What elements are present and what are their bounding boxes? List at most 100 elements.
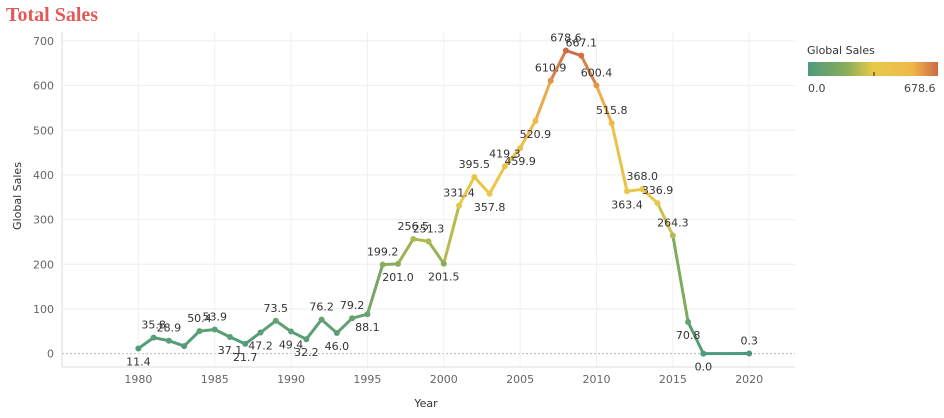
data-label: 0.0 xyxy=(695,361,713,374)
data-point[interactable] xyxy=(242,340,249,347)
data-label: 199.2 xyxy=(367,246,399,259)
data-label: 600.4 xyxy=(581,66,613,79)
data-point[interactable] xyxy=(150,334,157,341)
data-label: 11.4 xyxy=(126,356,151,369)
data-point[interactable] xyxy=(685,318,692,325)
data-label: 70.8 xyxy=(676,329,701,342)
x-tick-label: 1990 xyxy=(277,373,305,386)
data-label: 264.3 xyxy=(657,217,689,230)
line-segment xyxy=(488,164,507,196)
data-point[interactable] xyxy=(624,188,631,195)
data-point[interactable] xyxy=(517,145,524,152)
data-label: 251.3 xyxy=(413,222,445,235)
data-point[interactable] xyxy=(654,200,661,207)
data-label: 331.4 xyxy=(443,187,475,200)
gridlines xyxy=(61,32,795,368)
data-label: 201.0 xyxy=(382,271,414,284)
data-point[interactable] xyxy=(394,260,401,267)
y-tick-label: 600 xyxy=(33,80,54,93)
data-point[interactable] xyxy=(425,238,432,245)
data-point[interactable] xyxy=(746,350,753,357)
line-segment xyxy=(243,331,263,346)
data-label: 73.5 xyxy=(264,302,289,315)
data-point[interactable] xyxy=(669,232,676,239)
data-label: 667.1 xyxy=(565,37,597,50)
data-point[interactable] xyxy=(410,236,417,243)
data-label: 201.5 xyxy=(428,271,460,284)
line-segment xyxy=(182,329,201,348)
data-point[interactable] xyxy=(562,47,569,54)
data-point[interactable] xyxy=(547,77,554,84)
x-tick-label: 2010 xyxy=(582,373,610,386)
data-point[interactable] xyxy=(303,336,310,343)
x-axis-ticks: 1980 1985 1990 1995 2000 2005 2010 2015 2020 xyxy=(124,373,763,386)
data-point[interactable] xyxy=(471,173,478,180)
line-segment xyxy=(686,320,705,356)
line-segment xyxy=(136,336,156,351)
data-point[interactable] xyxy=(288,328,295,335)
data-point[interactable] xyxy=(486,190,493,197)
data-point[interactable] xyxy=(593,82,600,89)
x-axis-label: Year xyxy=(413,397,438,410)
data-points xyxy=(135,47,753,357)
data-label: 368.0 xyxy=(627,170,659,183)
data-label: 515.8 xyxy=(596,104,628,117)
data-point[interactable] xyxy=(181,343,188,350)
data-label: 76.2 xyxy=(309,301,334,314)
legend-title: Global Sales xyxy=(807,44,875,57)
data-point[interactable] xyxy=(165,337,172,344)
x-tick-label: 1995 xyxy=(353,373,381,386)
data-point[interactable] xyxy=(456,202,463,209)
data-label: 395.5 xyxy=(459,158,491,171)
data-point[interactable] xyxy=(226,334,233,341)
data-label: 256.5 xyxy=(397,220,429,233)
data-label: 459.9 xyxy=(504,155,536,168)
data-point[interactable] xyxy=(639,186,646,193)
line-segment xyxy=(579,54,598,87)
chart-title: Total Sales xyxy=(6,4,99,26)
data-point[interactable] xyxy=(272,317,279,324)
y-tick-label: 200 xyxy=(33,258,54,271)
data-point[interactable] xyxy=(379,261,386,268)
data-label: 357.8 xyxy=(474,201,506,214)
data-label: 35.8 xyxy=(141,319,166,332)
data-label: 419.3 xyxy=(489,147,521,160)
line-segment xyxy=(304,318,324,341)
line-segment xyxy=(472,175,492,196)
data-point[interactable] xyxy=(578,52,585,59)
legend-min-label: 0.0 xyxy=(808,82,826,95)
line-segment xyxy=(656,201,675,238)
y-tick-label: 300 xyxy=(33,214,54,227)
data-point[interactable] xyxy=(501,163,508,170)
y-tick-label: 500 xyxy=(33,124,54,137)
data-point[interactable] xyxy=(135,345,142,352)
data-label: 79.2 xyxy=(340,299,365,312)
data-point[interactable] xyxy=(257,329,264,336)
data-label: 53.9 xyxy=(202,311,227,324)
legend-max-label: 678.6 xyxy=(904,82,936,95)
data-label: 47.2 xyxy=(248,340,273,353)
line-segment xyxy=(533,79,553,123)
data-point[interactable] xyxy=(440,260,447,267)
data-point[interactable] xyxy=(608,120,615,127)
data-label: 678.6 xyxy=(550,31,582,44)
data-point[interactable] xyxy=(333,330,340,337)
x-tick-label: 2000 xyxy=(430,373,458,386)
data-label: 0.3 xyxy=(740,334,758,347)
data-point[interactable] xyxy=(349,315,356,322)
data-point[interactable] xyxy=(364,311,371,318)
line-segment xyxy=(396,237,415,266)
data-point[interactable] xyxy=(196,328,203,335)
line-segment xyxy=(259,319,278,335)
data-label: 520.9 xyxy=(520,128,552,141)
line-segment xyxy=(320,318,339,335)
data-point[interactable] xyxy=(211,326,218,333)
data-point[interactable] xyxy=(700,350,707,357)
color-legend-bar xyxy=(808,62,938,76)
data-point[interactable] xyxy=(318,316,325,323)
line-segment xyxy=(518,119,537,150)
x-tick-label: 2005 xyxy=(506,373,534,386)
x-tick-label: 1985 xyxy=(201,373,229,386)
data-point[interactable] xyxy=(532,117,539,124)
